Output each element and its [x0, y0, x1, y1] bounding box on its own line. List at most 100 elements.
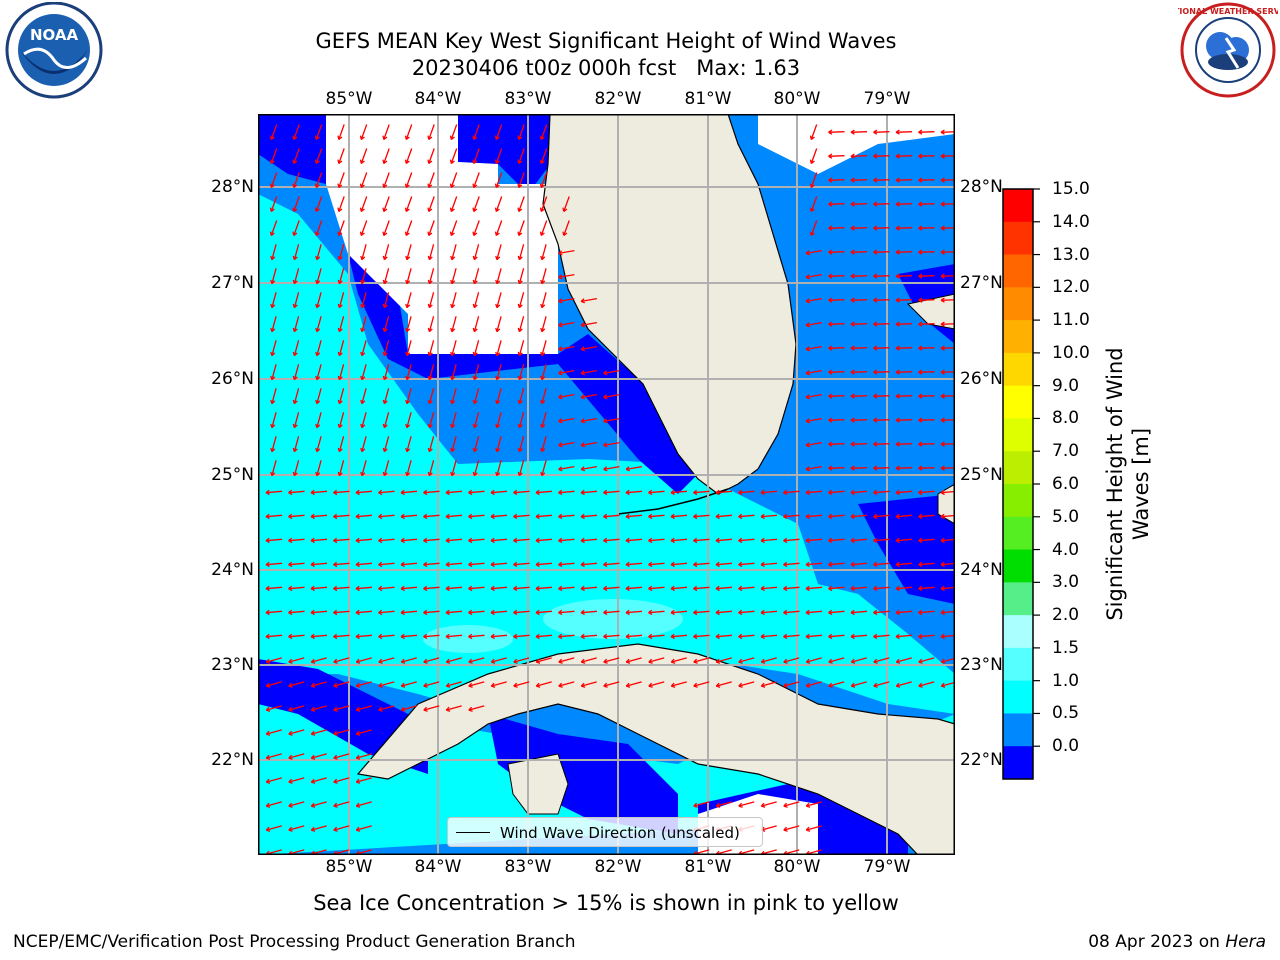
wave-direction-arrowhead	[850, 177, 855, 183]
wave-direction-arrowhead	[423, 706, 428, 712]
wave-direction-arrow	[383, 196, 390, 212]
wave-direction-arrow	[496, 460, 502, 476]
wave-direction-arrowhead	[517, 423, 523, 429]
wave-direction-arrowhead	[603, 561, 608, 568]
wave-direction-arrow	[406, 340, 412, 356]
wave-direction-arrowhead	[310, 609, 315, 616]
wave-direction-arrowhead	[603, 537, 608, 544]
wave-direction-arrowhead	[472, 231, 478, 237]
wave-direction-arrowhead	[450, 447, 456, 453]
wave-direction-arrow	[266, 681, 282, 687]
wave-direction-arrow	[850, 419, 868, 421]
wave-direction-arrow	[805, 441, 823, 447]
wave-direction-arrow	[850, 203, 868, 205]
lat-label: 23°N	[211, 655, 254, 675]
wave-direction-arrowhead	[873, 393, 878, 399]
wave-direction-arrowhead	[382, 375, 388, 381]
wave-direction-arrow	[540, 172, 548, 188]
lon-label: 82°W	[594, 857, 642, 877]
wave-direction-arrow	[518, 364, 525, 380]
wave-direction-arrowhead	[495, 255, 501, 261]
wave-direction-arrowhead	[400, 609, 405, 616]
wave-direction-arrowhead	[265, 802, 271, 808]
wave-direction-arrowhead	[850, 225, 855, 231]
wave-direction-arrowhead	[918, 609, 923, 616]
wave-direction-arrow	[355, 490, 373, 494]
wave-direction-arrow	[558, 586, 575, 590]
wave-direction-arrow	[648, 562, 665, 566]
wave-direction-arrowhead	[450, 327, 456, 333]
wave-direction-arrow	[491, 681, 507, 687]
lat-label: 28°N	[960, 177, 1003, 197]
wave-direction-arrow	[451, 388, 457, 404]
wave-direction-arrowhead	[940, 201, 945, 207]
wave-direction-arrow	[625, 610, 643, 614]
wave-direction-arrow	[895, 275, 913, 277]
wave-direction-arrowhead	[310, 706, 316, 712]
wave-direction-arrow	[423, 490, 440, 494]
wave-direction-arrow	[895, 514, 913, 518]
wave-direction-arrow	[563, 220, 570, 236]
wave-direction-arrowhead	[427, 183, 433, 189]
wave-direction-arrowhead	[315, 327, 321, 333]
wave-direction-arrowhead	[850, 417, 855, 423]
wave-direction-arrowhead	[404, 159, 410, 165]
wave-direction-arrow	[918, 203, 935, 205]
wave-direction-arrow	[648, 610, 665, 614]
wave-direction-arrow	[670, 514, 688, 518]
wave-direction-arrowhead	[355, 802, 361, 808]
wave-direction-arrowhead	[333, 778, 338, 784]
wave-direction-arrow	[405, 220, 413, 236]
map-canvas	[258, 114, 955, 855]
wave-direction-arrowhead	[535, 561, 540, 568]
wave-direction-arrow	[580, 490, 598, 494]
wave-direction-arrow	[338, 436, 345, 452]
wave-direction-arrowhead	[738, 633, 743, 640]
wave-direction-arrow	[603, 634, 620, 638]
wave-direction-arrow	[423, 634, 440, 638]
wave-direction-arrowhead	[670, 682, 676, 688]
wave-direction-arrowhead	[490, 658, 496, 664]
wave-direction-arrow	[293, 124, 300, 140]
wave-direction-arrow	[896, 681, 912, 687]
wave-direction-arrow	[265, 562, 283, 566]
footer-date: 08 Apr 2023 on Hera	[1088, 932, 1266, 952]
wave-direction-arrow	[851, 657, 867, 663]
wave-direction-arrowhead	[580, 466, 586, 472]
wave-direction-arrow	[423, 610, 440, 614]
wave-direction-arrowhead	[450, 303, 456, 309]
wave-direction-arrow	[316, 412, 322, 428]
wave-direction-arrowhead	[494, 183, 500, 189]
colorbar-cell	[1003, 418, 1033, 452]
wave-direction-arrowhead	[625, 513, 630, 520]
wave-direction-arrowhead	[625, 682, 631, 688]
wave-direction-arrow	[310, 538, 328, 542]
wave-direction-arrowhead	[558, 633, 563, 640]
wave-direction-arrow	[828, 203, 845, 205]
wave-direction-arrow	[828, 562, 845, 566]
wave-direction-arrowhead	[292, 207, 298, 213]
wave-direction-arrow	[401, 705, 417, 711]
wave-direction-arrow	[895, 586, 913, 590]
wave-direction-arrow	[473, 292, 480, 308]
wave-direction-arrowhead	[873, 682, 878, 688]
wave-direction-arrow	[828, 443, 845, 445]
wave-direction-arrow	[333, 538, 350, 542]
wave-direction-arrow	[670, 634, 688, 638]
colorbar-tick-label: 7.0	[1052, 441, 1080, 462]
wave-direction-arrow	[715, 634, 733, 638]
wave-direction-arrow	[828, 514, 845, 518]
wave-direction-arrowhead	[895, 369, 900, 375]
wave-direction-arrowhead	[873, 153, 878, 159]
wave-direction-arrowhead	[314, 207, 320, 213]
wave-direction-arrow	[850, 395, 868, 397]
wave-direction-arrow	[873, 347, 890, 349]
wave-direction-arrow	[940, 419, 955, 421]
wave-direction-arrow	[451, 340, 457, 356]
wave-direction-arrow	[693, 610, 710, 614]
wave-direction-arrow	[738, 586, 755, 590]
wave-direction-arrow	[541, 436, 547, 452]
wave-direction-arrow	[355, 586, 373, 590]
wave-direction-arrowhead	[918, 537, 923, 544]
wave-direction-arrowhead	[360, 279, 366, 285]
